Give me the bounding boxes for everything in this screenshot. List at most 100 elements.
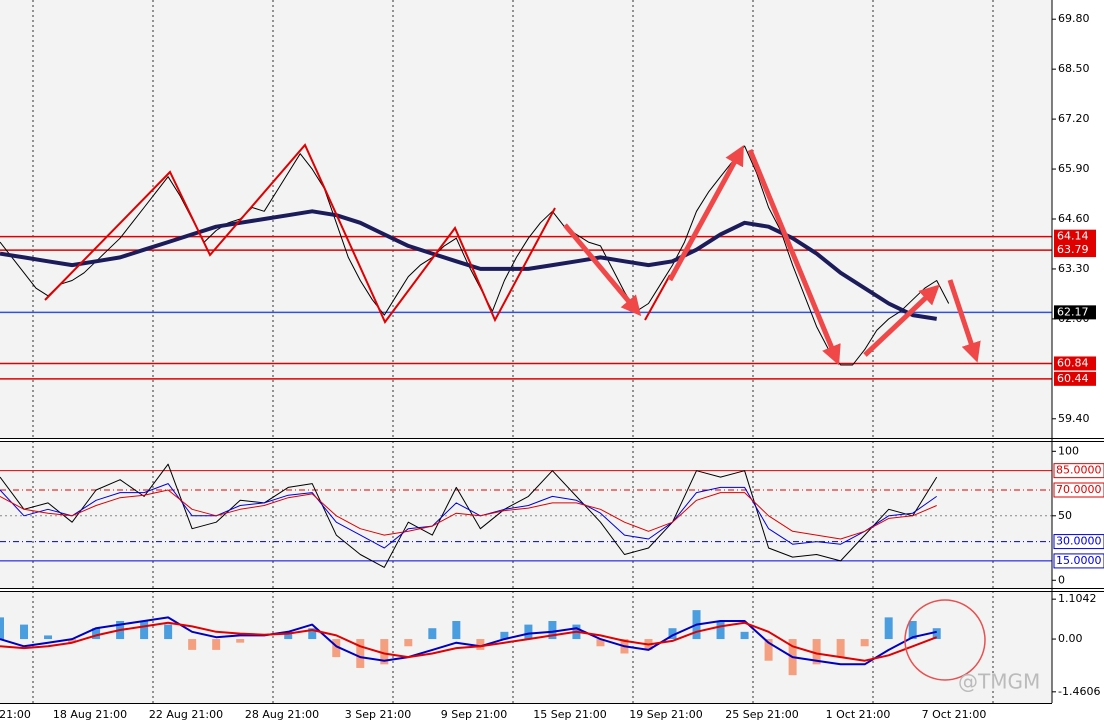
histogram-bar (764, 639, 773, 661)
level-label: 30.0000 (1056, 535, 1102, 548)
y-tick-label: 0 (1058, 573, 1065, 586)
histogram-bar (332, 639, 341, 658)
level-label-box (1054, 371, 1096, 386)
histogram-bar (0, 617, 4, 640)
histogram-bar (356, 639, 365, 668)
highlight-circle (904, 599, 986, 681)
series-line (0, 621, 938, 662)
watermark: @TMGM (958, 670, 1040, 694)
y-tick-label: 63.30 (1058, 262, 1090, 275)
x-tick-label: 21:00 (0, 708, 31, 721)
histogram-bar (452, 620, 461, 640)
series-line (0, 145, 950, 366)
series-line (0, 489, 937, 540)
histogram-bar (140, 620, 149, 640)
level-label: 15.0000 (1056, 554, 1102, 567)
arrow (667, 144, 744, 282)
y-tick-label: 1.1042 (1058, 592, 1097, 605)
y-tick-label: -1.4606 (1058, 685, 1100, 698)
level-label: 60.84 (1057, 356, 1089, 369)
histogram-bar (884, 617, 893, 640)
arrow (563, 223, 642, 317)
y-tick-label: 50 (1058, 509, 1072, 522)
macd-panel (0, 591, 1052, 703)
histogram-bar (68, 639, 77, 643)
histogram-bar (548, 620, 557, 640)
level-label-box (1054, 229, 1096, 244)
histogram-bar (716, 620, 725, 640)
y-tick-label: 64.60 (1058, 212, 1090, 225)
x-tick-label: 1 Oct 21:00 (826, 708, 891, 721)
zigzag (644, 274, 671, 321)
zigzag (44, 143, 556, 324)
y-tick-label: 100 (1058, 444, 1079, 457)
level-label: 64.14 (1057, 230, 1089, 243)
histogram-bar (92, 628, 101, 640)
panel-plot (0, 463, 1052, 568)
x-tick-label: 7 Oct 21:00 (922, 708, 987, 721)
annotations (44, 143, 986, 681)
histogram-bar (188, 639, 197, 650)
y-tick-label: 68.50 (1058, 62, 1090, 75)
histogram-bar (236, 639, 245, 643)
level-label: 62.17 (1057, 305, 1089, 318)
panel-plot (0, 610, 941, 676)
histogram-bar (476, 639, 485, 650)
histogram-bar (44, 635, 53, 640)
histogram-bar (20, 624, 29, 640)
x-tick-label: 22 Aug 21:00 (149, 708, 223, 721)
histogram-bar (308, 628, 317, 640)
y-tick-label: 59.40 (1058, 412, 1090, 425)
vertical-grid (32, 0, 994, 703)
level-label-box (1053, 553, 1104, 569)
histogram-bar (908, 620, 917, 640)
y-tick-label: 0.00 (1058, 632, 1083, 645)
histogram-bar (668, 628, 677, 640)
level-label-box (1054, 356, 1096, 371)
level-label-box (1053, 463, 1104, 479)
series-line (0, 209, 938, 321)
x-tick-label: 15 Sep 21:00 (533, 708, 606, 721)
series-line (0, 483, 937, 549)
level-label-box (1053, 482, 1104, 498)
x-tick-label: 3 Sep 21:00 (345, 708, 411, 721)
panel-plot (0, 145, 1052, 380)
arrow (747, 149, 841, 366)
level-label: 70.0000 (1056, 483, 1102, 496)
series-line (0, 616, 937, 666)
level-label: 63.79 (1057, 243, 1089, 256)
histogram-bar (380, 639, 389, 665)
plot-layer: 69.8068.5067.2065.9064.6063.3062.0059.40… (0, 12, 1104, 721)
histogram-bar (596, 639, 605, 647)
oscillator-panel (0, 441, 1052, 588)
level-label: 60.44 (1057, 372, 1089, 385)
level-label: 85.0000 (1056, 464, 1102, 477)
x-tick-label: 25 Sep 21:00 (725, 708, 798, 721)
x-tick-label: 18 Aug 21:00 (53, 708, 127, 721)
histogram-bar (860, 639, 869, 647)
histogram-bar (164, 624, 173, 640)
histogram-bar (836, 639, 845, 658)
arrow (863, 284, 940, 357)
y-tick-label: 67.20 (1058, 112, 1090, 125)
level-label-box (1054, 243, 1096, 258)
histogram-bar (740, 631, 749, 640)
x-tick-label: 9 Sep 21:00 (441, 708, 507, 721)
x-tick-label: 28 Aug 21:00 (245, 708, 319, 721)
histogram-bar (212, 639, 221, 650)
level-label-box (1053, 534, 1104, 550)
arrow (947, 279, 981, 363)
y-tick-label: 65.90 (1058, 162, 1090, 175)
histogram-bar (500, 631, 509, 640)
histogram-bar (932, 628, 941, 640)
y-tick-label: 69.80 (1058, 12, 1090, 25)
histogram-bar (284, 631, 293, 640)
x-tick-label: 19 Sep 21:00 (629, 708, 702, 721)
price-panel (0, 0, 1052, 438)
histogram-bar (428, 628, 437, 640)
histogram-bar (812, 639, 821, 665)
level-label-box (1054, 305, 1096, 320)
histogram-bar (404, 639, 413, 647)
series-line (0, 463, 938, 568)
